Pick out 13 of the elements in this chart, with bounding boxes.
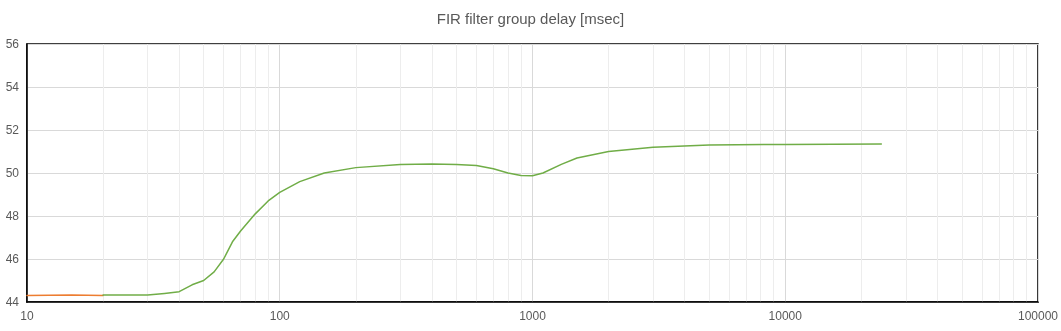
y-tick-label: 46 <box>5 252 20 266</box>
y-tick-label: 56 <box>5 37 20 51</box>
y-tick-label: 44 <box>5 295 20 309</box>
x-tick-label: 10 <box>20 309 34 323</box>
chart-title: FIR filter group delay [msec] <box>436 10 625 27</box>
y-tick-label: 48 <box>5 209 20 223</box>
y-tick-label: 50 <box>5 166 20 180</box>
x-tick-label: 10000 <box>768 309 803 323</box>
y-tick-label: 52 <box>5 123 20 137</box>
y-tick-label: 54 <box>5 80 20 94</box>
x-tick-label: 100000 <box>1017 309 1059 323</box>
x-tick-label: 1000 <box>519 309 547 323</box>
x-tick-label: 100 <box>269 309 291 323</box>
